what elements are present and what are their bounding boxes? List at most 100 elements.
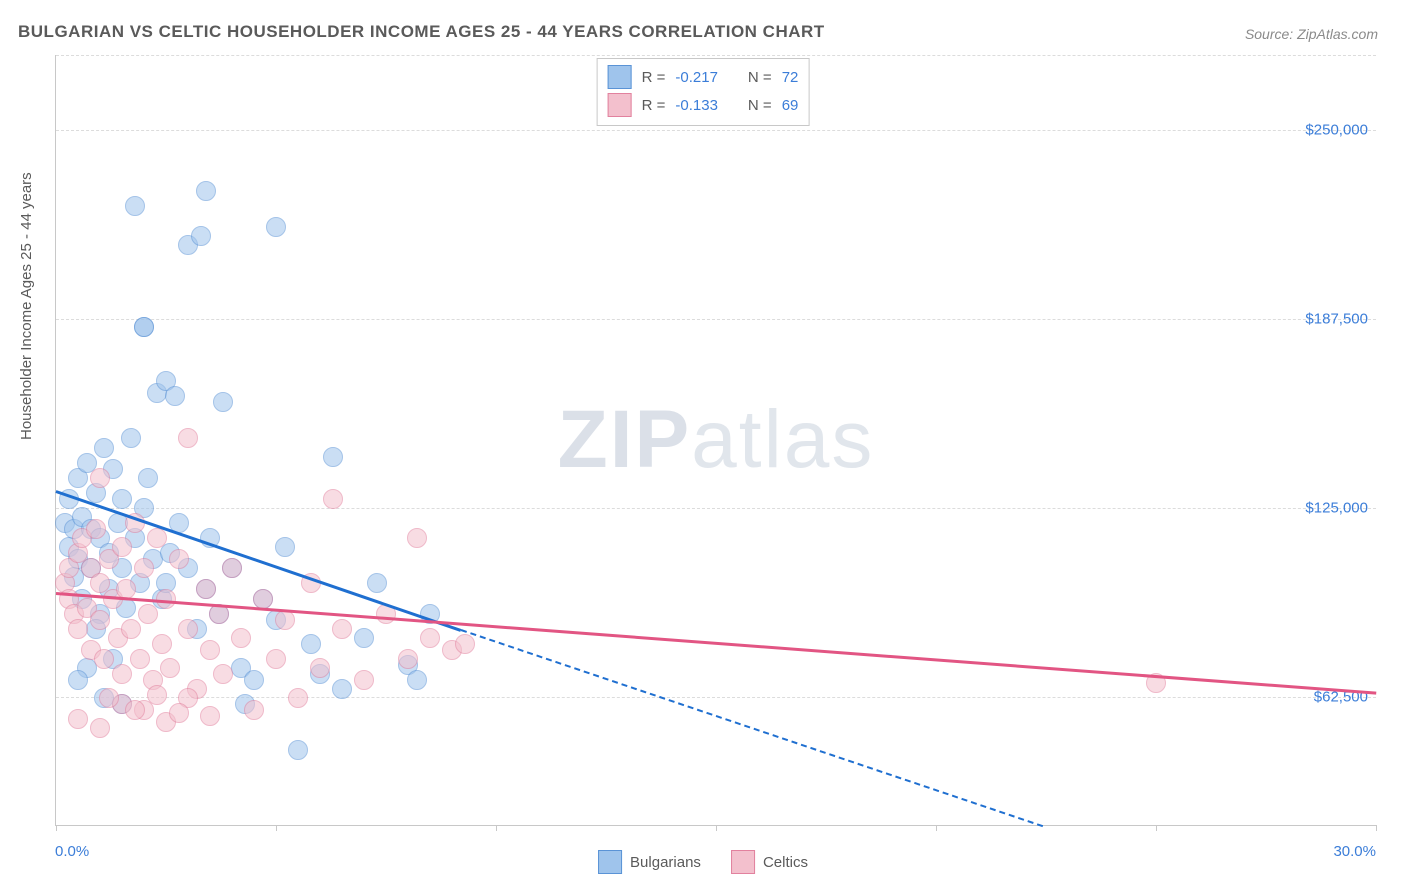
scatter-point	[147, 685, 167, 705]
scatter-point	[407, 528, 427, 548]
legend: Bulgarians Celtics	[598, 850, 808, 874]
scatter-point	[196, 181, 216, 201]
scatter-point	[196, 579, 216, 599]
x-tick	[56, 825, 57, 831]
n-label: N =	[748, 69, 772, 86]
correlation-stats-box: R = -0.217N = 72R = -0.133N = 69	[597, 58, 810, 126]
r-value: -0.217	[675, 69, 718, 86]
scatter-point	[90, 718, 110, 738]
scatter-point	[178, 428, 198, 448]
scatter-point	[90, 468, 110, 488]
stats-row: R = -0.217 N = 72	[608, 63, 799, 91]
scatter-point	[301, 634, 321, 654]
scatter-point	[68, 670, 88, 690]
scatter-point	[125, 700, 145, 720]
scatter-point	[147, 528, 167, 548]
scatter-point	[332, 619, 352, 639]
n-label: N =	[748, 97, 772, 114]
scatter-point	[178, 619, 198, 639]
scatter-point	[152, 634, 172, 654]
scatter-point	[94, 649, 114, 669]
scatter-point	[86, 519, 106, 539]
scatter-point	[354, 628, 374, 648]
gridline	[56, 697, 1376, 698]
scatter-point	[407, 670, 427, 690]
scatter-point	[156, 589, 176, 609]
series-swatch	[731, 850, 755, 874]
scatter-point	[191, 226, 211, 246]
scatter-point	[213, 664, 233, 684]
scatter-point	[130, 649, 150, 669]
scatter-point	[323, 489, 343, 509]
gridline	[56, 130, 1376, 131]
scatter-point	[231, 628, 251, 648]
scatter-point	[275, 610, 295, 630]
source-label: Source: ZipAtlas.com	[1245, 26, 1378, 42]
scatter-point	[244, 700, 264, 720]
legend-label: Celtics	[763, 854, 808, 871]
scatter-point	[99, 688, 119, 708]
scatter-point	[288, 688, 308, 708]
scatter-point	[134, 317, 154, 337]
scatter-point	[169, 549, 189, 569]
x-tick	[276, 825, 277, 831]
scatter-point	[94, 438, 114, 458]
series-swatch	[598, 850, 622, 874]
scatter-point	[310, 658, 330, 678]
scatter-point	[398, 649, 418, 669]
scatter-point	[160, 658, 180, 678]
scatter-point	[455, 634, 475, 654]
x-max-label: 30.0%	[1333, 843, 1376, 860]
scatter-point	[112, 664, 132, 684]
scatter-point	[332, 679, 352, 699]
scatter-point	[68, 709, 88, 729]
scatter-point	[138, 604, 158, 624]
scatter-point	[323, 447, 343, 467]
scatter-point	[125, 196, 145, 216]
r-label: R =	[642, 97, 666, 114]
x-tick	[716, 825, 717, 831]
series-swatch	[608, 65, 632, 89]
x-tick	[1156, 825, 1157, 831]
scatter-point	[90, 610, 110, 630]
gridline	[56, 508, 1376, 509]
n-value: 72	[782, 69, 799, 86]
x-tick	[496, 825, 497, 831]
scatter-point	[200, 706, 220, 726]
gridline	[56, 319, 1376, 320]
x-tick	[1376, 825, 1377, 831]
chart-title: BULGARIAN VS CELTIC HOUSEHOLDER INCOME A…	[18, 22, 825, 42]
scatter-point	[121, 619, 141, 639]
gridline	[56, 55, 1376, 56]
scatter-point	[112, 537, 132, 557]
scatter-point	[213, 392, 233, 412]
x-tick	[936, 825, 937, 831]
scatter-point	[266, 217, 286, 237]
r-label: R =	[642, 69, 666, 86]
scatter-point	[200, 640, 220, 660]
series-swatch	[608, 93, 632, 117]
r-value: -0.133	[675, 97, 718, 114]
scatter-point	[253, 589, 273, 609]
scatter-point	[138, 468, 158, 488]
scatter-point	[222, 558, 242, 578]
stats-row: R = -0.133N = 69	[608, 91, 799, 119]
trend-line	[460, 629, 1043, 827]
scatter-point	[275, 537, 295, 557]
y-tick-label: $250,000	[1305, 122, 1368, 139]
scatter-point	[169, 703, 189, 723]
scatter-point	[367, 573, 387, 593]
legend-item: Bulgarians	[598, 850, 701, 874]
scatter-point	[112, 489, 132, 509]
y-axis-label: Householder Income Ages 25 - 44 years	[18, 172, 35, 440]
y-tick-label: $187,500	[1305, 311, 1368, 328]
scatter-point	[165, 386, 185, 406]
scatter-point	[68, 619, 88, 639]
legend-item: Celtics	[731, 850, 808, 874]
watermark: ZIPatlas	[558, 393, 875, 487]
scatter-point	[121, 428, 141, 448]
legend-label: Bulgarians	[630, 854, 701, 871]
y-tick-label: $125,000	[1305, 499, 1368, 516]
scatter-point	[354, 670, 374, 690]
scatter-point	[244, 670, 264, 690]
